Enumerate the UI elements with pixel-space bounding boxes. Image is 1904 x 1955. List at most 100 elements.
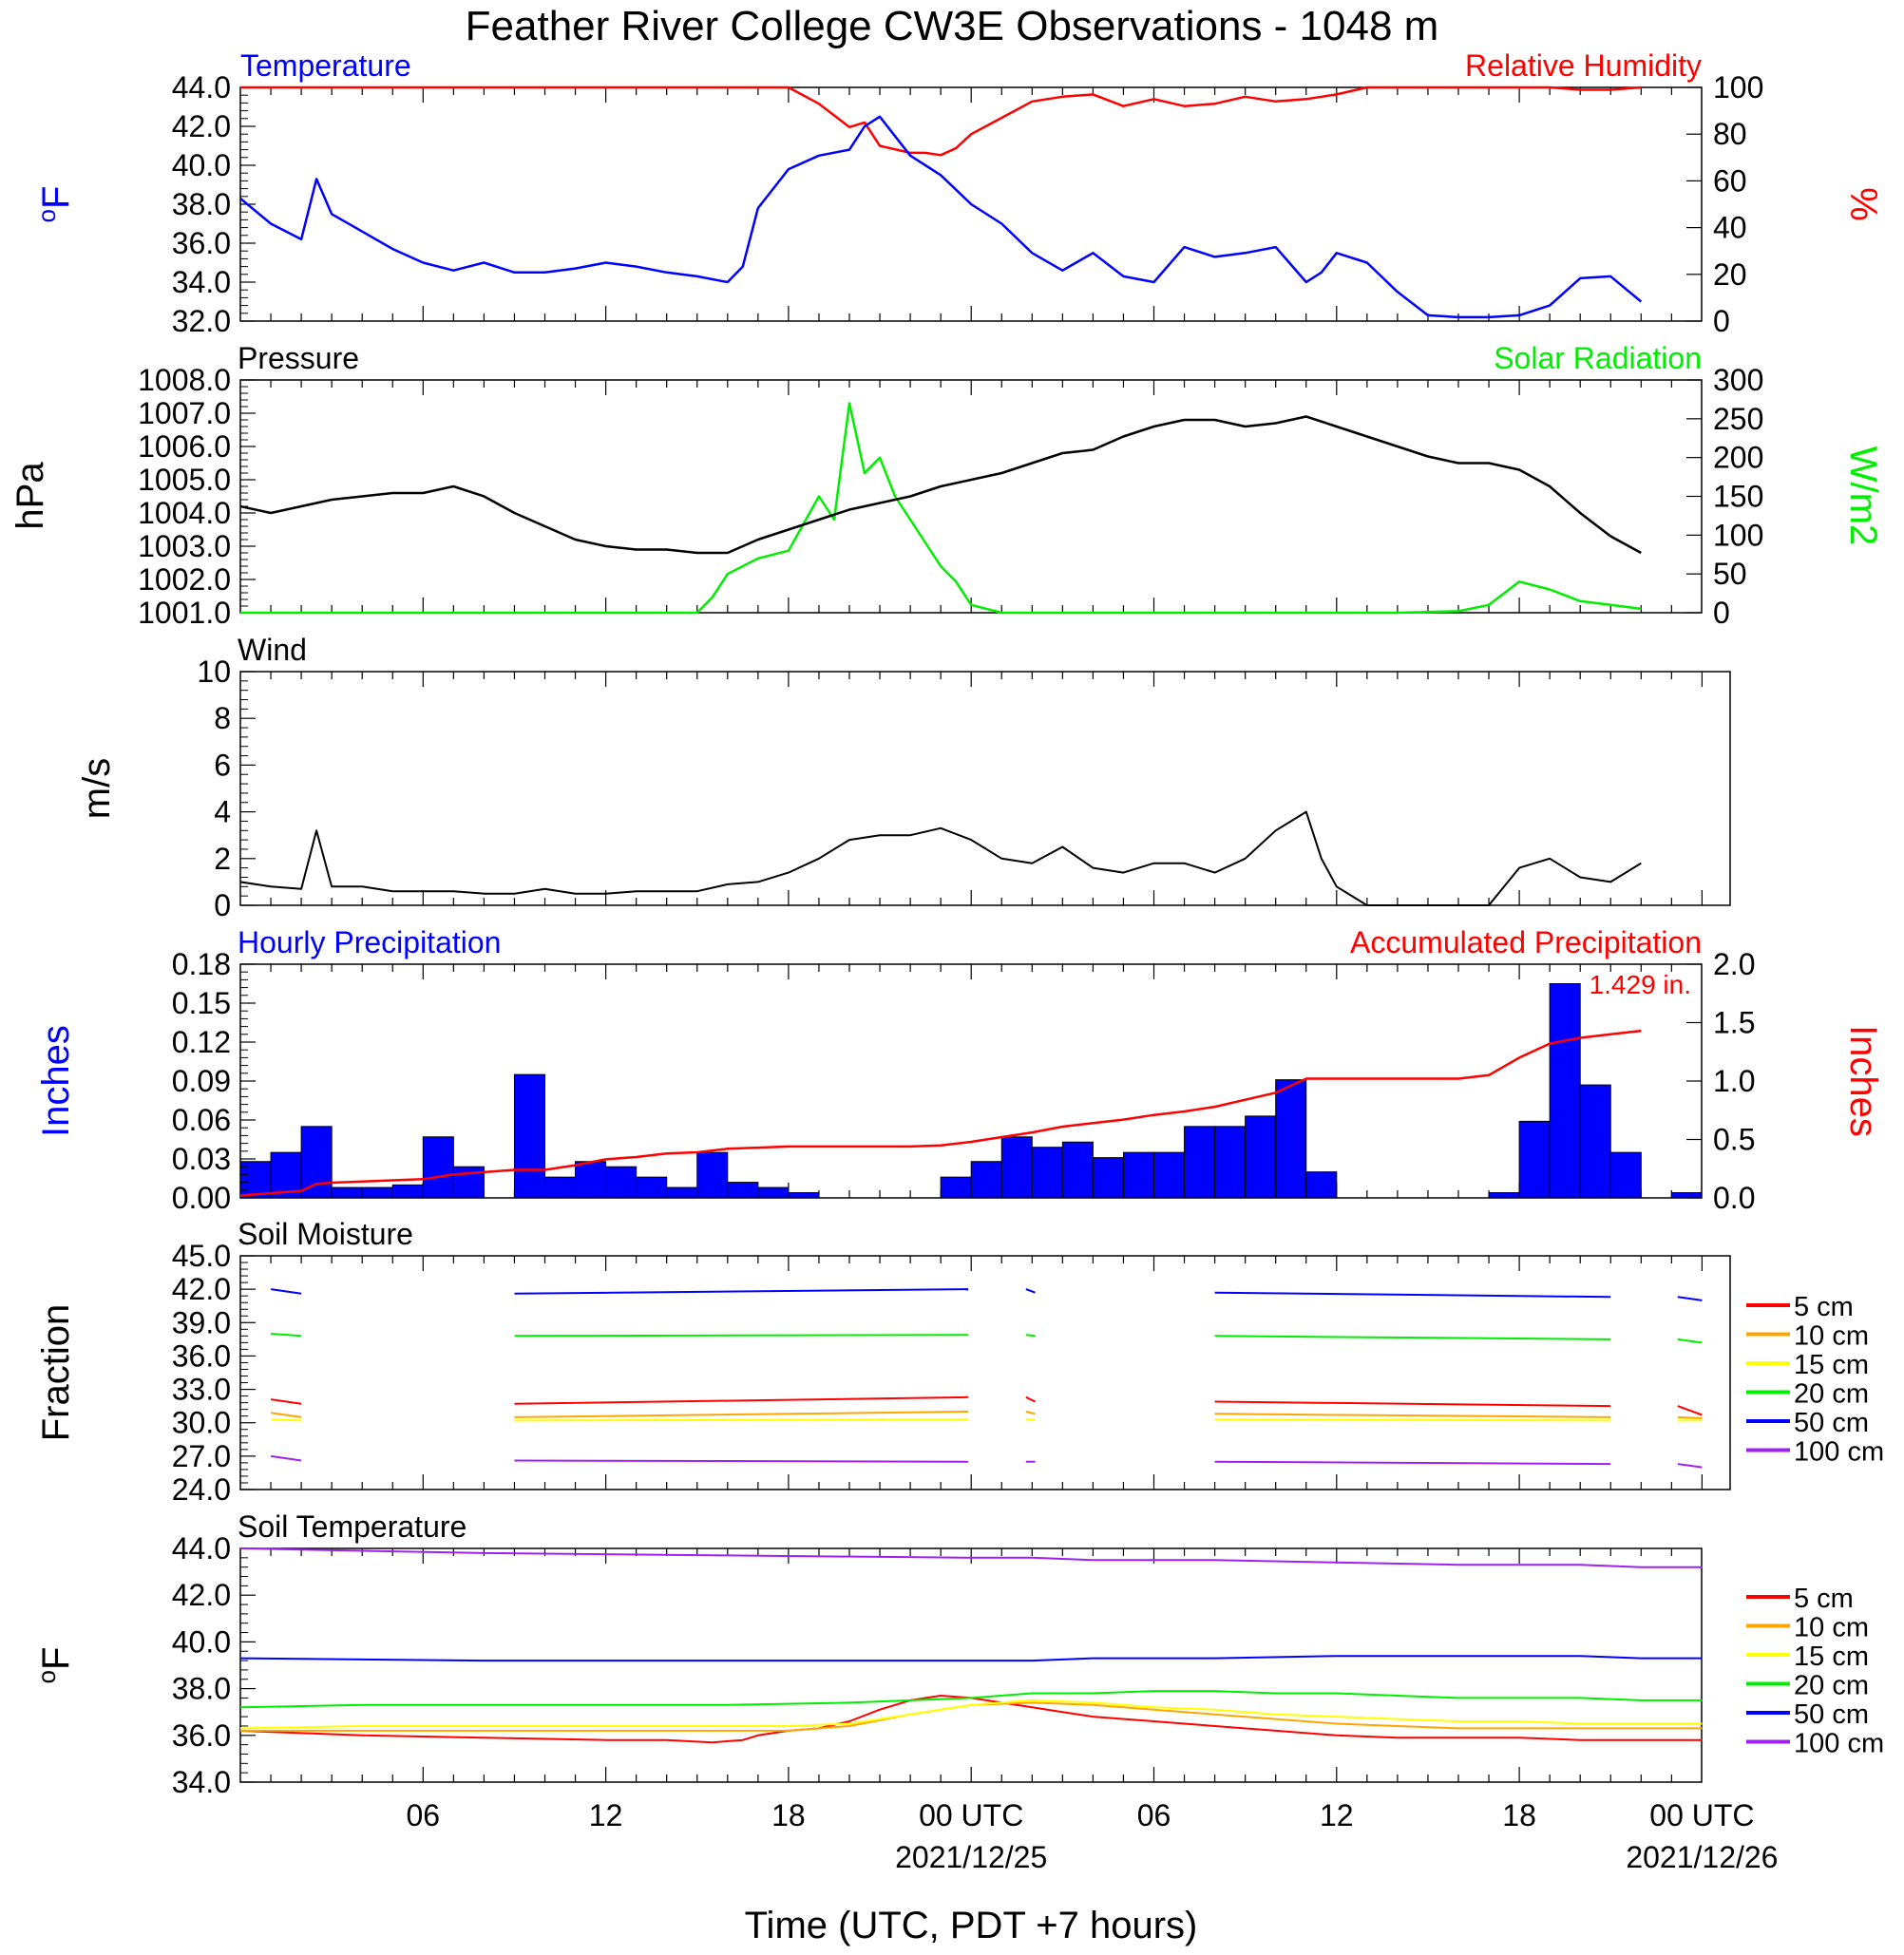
solar-label: Solar Radiation: [1494, 341, 1702, 375]
precip-ytick-label: 0.18: [172, 947, 231, 981]
accum-rtick-label: 1.0: [1713, 1064, 1755, 1098]
soil-moisture-line: [1025, 1334, 1036, 1338]
wind-unit: m/s: [76, 758, 118, 819]
precip-bar: [757, 1186, 790, 1199]
soil-moisture-line: [1677, 1296, 1703, 1301]
soil-moisture-line: [1025, 1411, 1036, 1415]
solar-rtick-label: 0: [1713, 596, 1730, 630]
soil-moisture-line: [514, 1418, 969, 1422]
precip-bar: [1609, 1151, 1642, 1199]
hourly-precip-label: Hourly Precipitation: [238, 925, 501, 959]
x-date-label: 2021/12/26: [1626, 1840, 1778, 1874]
panel-precipitation: 0.00 0.03 0.06 0.09 0.12 0.15 0.18 0.0 0.5 1.0 1.5…: [35, 925, 1884, 1215]
soil-moisture-line: [270, 1398, 302, 1405]
press-frame: [239, 379, 1703, 614]
soilt-legend-label: 100 cm: [1794, 1729, 1884, 1759]
precip-bar: [940, 1176, 972, 1199]
x-tick-label: 00 UTC: [919, 1798, 1023, 1832]
rh-rtick-label: 100: [1713, 70, 1763, 104]
wind-ytick-label: 4: [214, 795, 231, 829]
soilm-ytick-label: 39.0: [172, 1305, 231, 1339]
x-tick-label: 18: [1502, 1798, 1536, 1832]
figure-title: Feather River College CW3E Observations …: [466, 3, 1439, 49]
precip-ytick-label: 0.12: [172, 1025, 231, 1059]
precip-bar: [1245, 1115, 1277, 1199]
soil-temp-line: [239, 1547, 1703, 1568]
precip-bar: [970, 1161, 1002, 1199]
soilm-frame: [239, 1255, 1731, 1490]
soil-moisture-line: [1677, 1338, 1703, 1344]
x-axis-title: Time (UTC, PDT +7 hours): [745, 1905, 1198, 1946]
soil-moisture-line: [1025, 1288, 1036, 1294]
x-tick-label: 12: [1320, 1798, 1354, 1832]
temperature-line: [239, 115, 1643, 319]
x-tick-label: 12: [589, 1798, 623, 1832]
press-ytick-label: 1005.0: [138, 463, 231, 497]
precip-bar: [1518, 1120, 1551, 1199]
precip-ytick-label: 0.03: [172, 1142, 231, 1176]
soilm-legend-label: 50 cm: [1794, 1408, 1869, 1438]
x-tick-label: 06: [1137, 1798, 1171, 1832]
soil-moisture-line: [1214, 1418, 1611, 1422]
precip-bar: [1092, 1157, 1124, 1199]
soilt-legend-label: 20 cm: [1794, 1671, 1869, 1701]
precip-bar: [544, 1176, 577, 1199]
soilm-ytick-label: 36.0: [172, 1338, 231, 1373]
soil-temp-line: [239, 1695, 1703, 1744]
precip-bar: [696, 1151, 729, 1199]
panel-pressure: 1001.01002.01003.01004.01005.01006.01007…: [10, 341, 1884, 630]
precip-ytick-label: 0.06: [172, 1103, 231, 1137]
soilt-ytick-label: 36.0: [172, 1718, 231, 1753]
soil-moisture-line: [1677, 1415, 1703, 1419]
precip-bar: [1305, 1171, 1338, 1199]
pressure-unit: hPa: [10, 462, 51, 530]
press-ytick-label: 1007.0: [138, 396, 231, 430]
press-ytick-label: 1004.0: [138, 496, 231, 530]
soil-moisture-line: [1214, 1335, 1611, 1340]
solar-line: [240, 402, 1642, 615]
x-date-label: 2021/12/25: [895, 1840, 1047, 1874]
solar-rtick-label: 100: [1713, 518, 1763, 552]
temperature-unit: oF: [32, 186, 77, 223]
soilm-ytick-label: 27.0: [172, 1439, 231, 1473]
precip-ytick-label: 0.09: [172, 1064, 231, 1098]
accumulated-precip-label: Accumulated Precipitation: [1350, 925, 1702, 959]
soil-moisture-line: [514, 1334, 969, 1338]
press-ytick-label: 1001.0: [138, 596, 231, 630]
precip-bar: [1275, 1079, 1307, 1199]
precip-bar: [1184, 1126, 1216, 1199]
panel-temperature: 32.0 34.0 36.0 38.0 40.0 42.0 44.0 0 20 40 60 80 100…: [32, 48, 1884, 338]
soilm-ytick-label: 45.0: [172, 1239, 231, 1273]
precip-left-unit: Inches: [35, 1025, 77, 1137]
wind-frame: [239, 671, 1731, 906]
accum-rtick-label: 0.0: [1713, 1181, 1755, 1215]
precip-bar: [575, 1161, 607, 1199]
precip-bar: [1549, 983, 1581, 1199]
soilm-ytick-label: 30.0: [172, 1406, 231, 1440]
precip-bar: [391, 1184, 424, 1199]
solar-rtick-label: 150: [1713, 480, 1763, 514]
wind-speed-line: [239, 810, 1642, 906]
press-ytick-label: 1003.0: [138, 529, 231, 563]
precip-bar: [727, 1182, 759, 1199]
precip-bar: [361, 1186, 393, 1199]
rh-label: Relative Humidity: [1465, 48, 1702, 83]
soilt-ytick-label: 38.0: [172, 1672, 231, 1706]
soilt-frame: [239, 1547, 1703, 1783]
pressure-label: Pressure: [238, 341, 359, 375]
x-tick-label: 18: [771, 1798, 806, 1832]
soil-moisture-line: [270, 1454, 302, 1462]
x-tick-label: 06: [407, 1798, 441, 1832]
soil-moisture-line: [514, 1395, 969, 1405]
rh-rtick-label: 60: [1713, 163, 1747, 198]
precip-bar: [300, 1126, 333, 1199]
precip-bar: [636, 1176, 668, 1199]
solar-rtick-label: 50: [1713, 557, 1747, 591]
soilt-ytick-label: 34.0: [172, 1765, 231, 1799]
soil-temperature-label: Soil Temperature: [238, 1509, 466, 1544]
x-axis-labels: 06 12 18 00 UTC 2021/12/25 06 12 18 00 UTC 2021/1…: [407, 1798, 1779, 1874]
temp-ytick-label: 38.0: [172, 187, 231, 221]
soil-moisture-line: [514, 1459, 969, 1463]
